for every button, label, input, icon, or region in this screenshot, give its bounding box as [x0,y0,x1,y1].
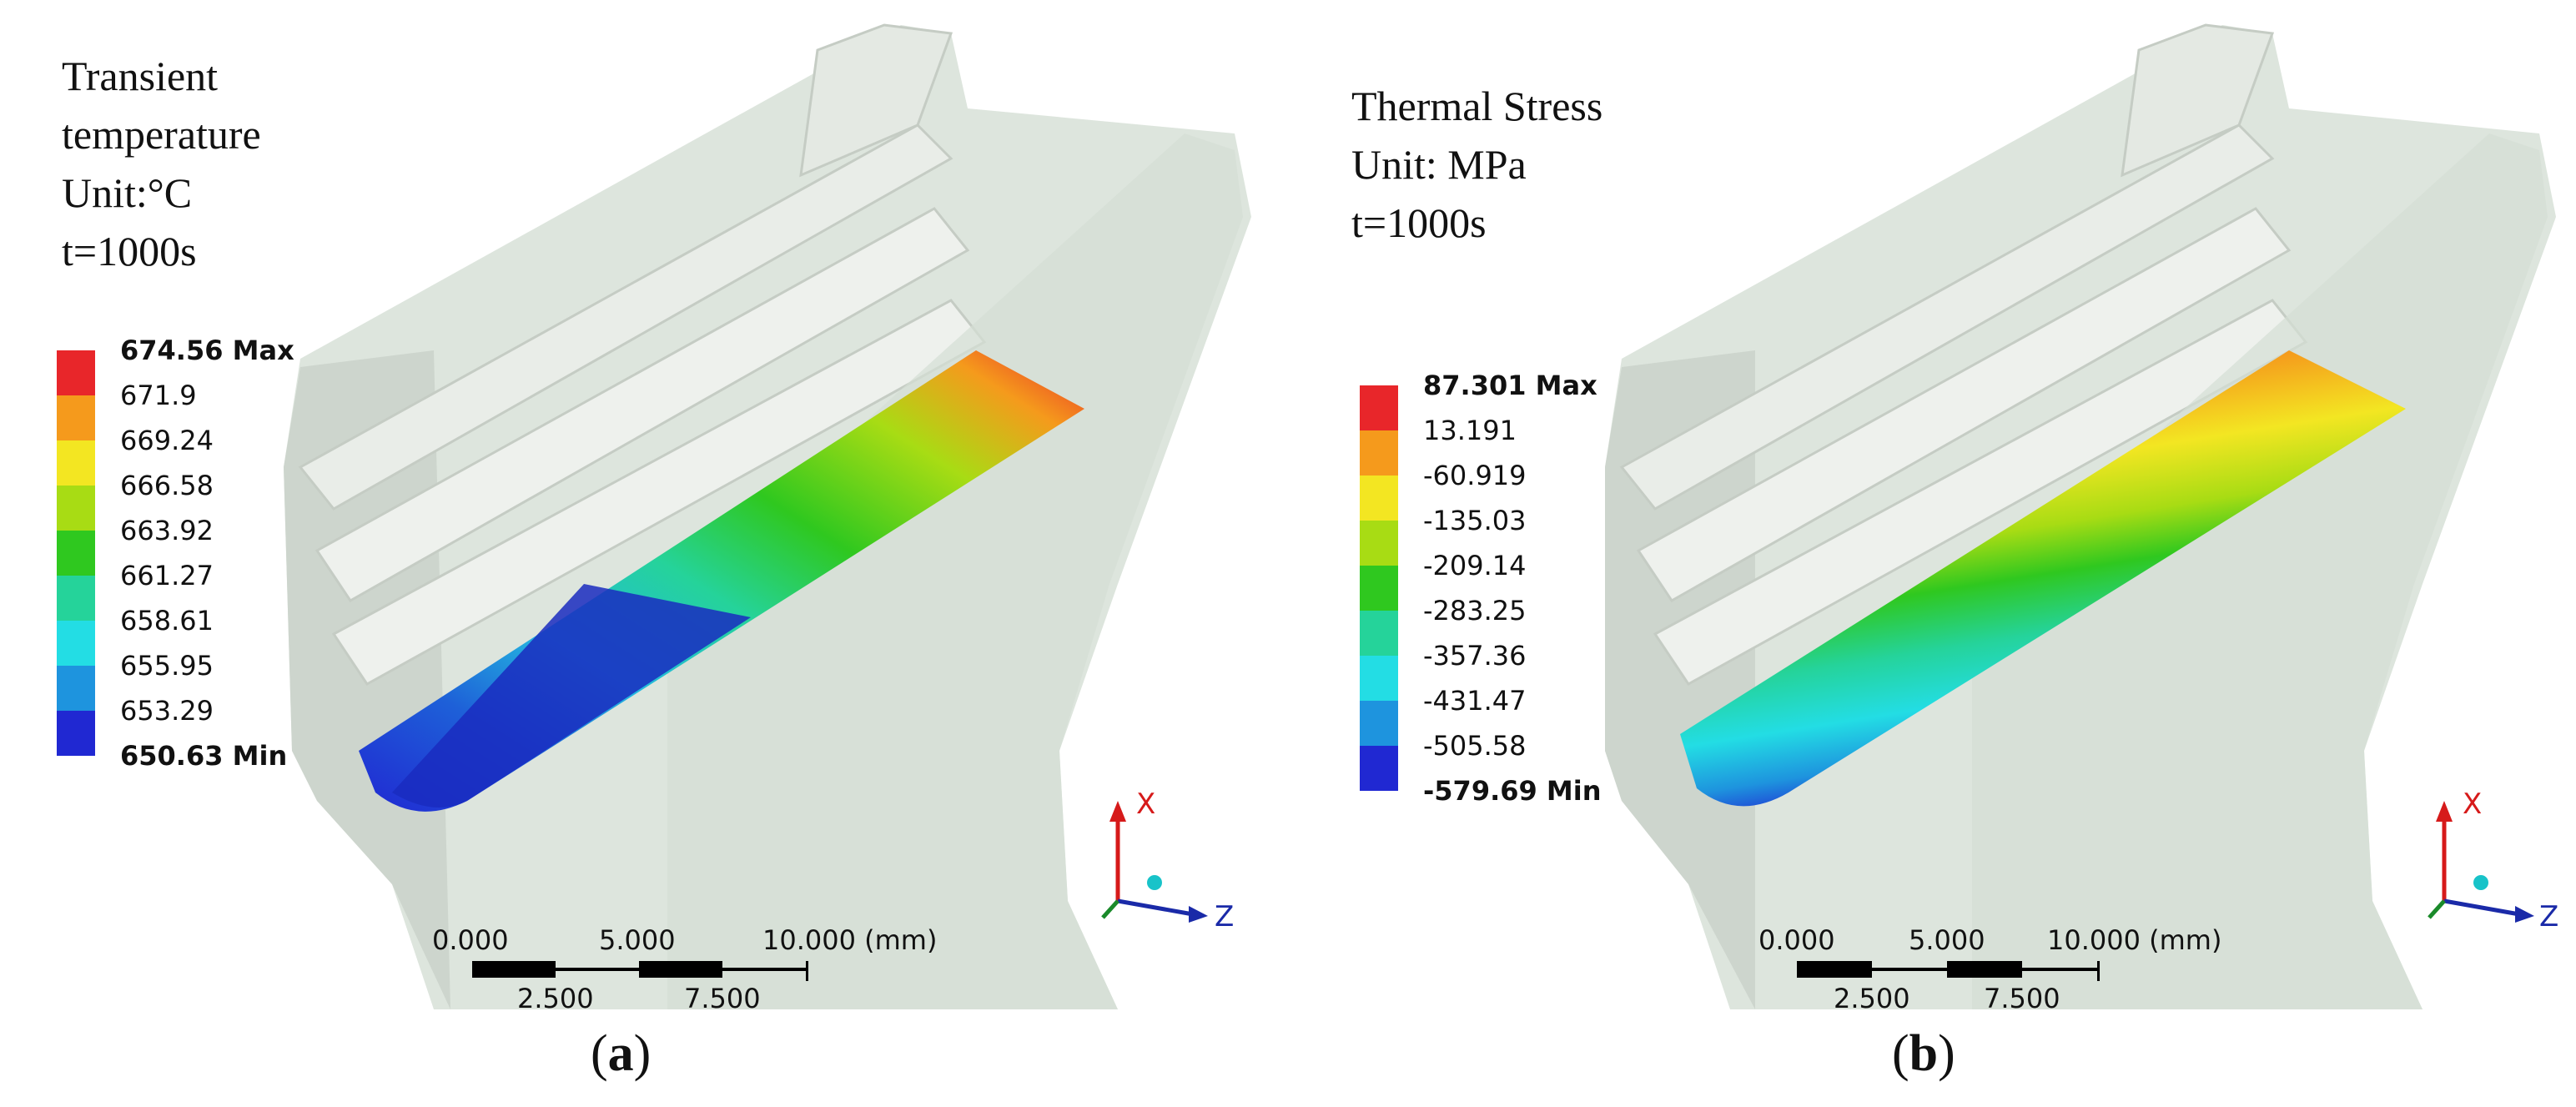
legend-label: 666.58 [120,470,214,501]
legend-label: 669.24 [120,425,214,456]
legend-label: 671.9 [120,380,197,411]
legend-bar [57,350,95,756]
axis-z-label: Z [1215,900,1234,933]
model-render: X Z [1605,23,2558,1009]
caption-paren: ) [633,1025,652,1082]
legend-label: -283.25 [1423,595,1527,626]
legend-swatch [1360,701,1398,746]
legend-labels: 674.56 Max 671.9 669.24 666.58 663.92 66… [120,337,294,787]
legend-bar [1360,385,1398,791]
legend-swatch [1360,430,1398,476]
scale-tick: 5.000 [1909,924,1985,956]
legend-swatch [1360,656,1398,701]
contour-surface [1680,350,2406,807]
legend-swatch [1360,521,1398,566]
caption-letter: a [607,1025,634,1082]
axis-triad: X Z [2428,787,2558,933]
legend-max-label: 87.301 Max [1423,370,1597,401]
legend-label: 661.27 [120,560,214,591]
panel-b: X Z Thermal Stress Unit: MPa t=1000s 87.… [1288,0,2576,1107]
title-line: temperature [62,111,261,158]
legend-swatch [57,440,95,486]
caption-letter: b [1909,1025,1939,1082]
legend-label: -505.58 [1423,730,1527,762]
caption-paren: ( [1892,1025,1909,1082]
legend-swatch [57,531,95,576]
legend-swatch [1360,611,1398,656]
legend-swatch [57,576,95,621]
panel-caption: (b) [1892,1024,1955,1084]
scale-tick: 5.000 [599,924,676,956]
panel-a: X Z Transient temperature Unit:°C t=1000… [57,23,1251,1084]
legend-label: 653.29 [120,695,214,727]
scale-tick: 0.000 [432,924,509,956]
legend-label: -431.47 [1423,685,1527,717]
legend-swatch [57,350,95,395]
legend-label: -357.36 [1423,640,1527,672]
scale-tick: 7.500 [1984,983,2060,1014]
legend-label: 655.95 [120,650,214,682]
legend-swatch [57,711,95,756]
axis-triad: X Z [1101,787,1234,933]
legend-swatch [57,666,95,711]
scale-tick: 2.500 [1834,983,1910,1014]
legend-swatch [57,395,95,440]
legend-label: 13.191 [1423,415,1517,446]
legend-labels: 87.301 Max 13.191 -60.919 -135.03 -209.1… [1423,372,1602,823]
legend-swatch [1360,476,1398,521]
legend-label: 658.61 [120,605,214,637]
legend-swatch [1360,385,1398,430]
legend-label: -60.919 [1423,460,1527,491]
scale-tick: 0.000 [1758,924,1835,956]
model-render: X Z [284,23,1251,1009]
legend-label: 663.92 [120,515,214,546]
scale-tick: 2.500 [517,983,594,1014]
legend-label: -135.03 [1423,505,1527,536]
title-line: Unit: MPa [1351,141,1527,188]
scale-tick: 7.500 [684,983,761,1014]
legend-swatch [1360,566,1398,611]
legend-swatch [57,486,95,531]
legend-swatch [57,621,95,666]
legend-max-label: 674.56 Max [120,335,294,366]
panel-caption: (a) [591,1024,651,1084]
legend-min-label: -579.69 Min [1423,775,1602,807]
caption-paren: ( [591,1025,608,1082]
title-line: Transient [62,53,219,99]
scale-bar-graphic [472,961,808,981]
title-block: Thermal Stress Unit: MPa t=1000s [1351,77,1602,252]
axis-x-label: X [2463,787,2482,821]
title-line: t=1000s [62,228,197,274]
title-line: Unit:°C [62,169,193,216]
legend-label: -209.14 [1423,550,1527,581]
title-line: t=1000s [1351,199,1487,246]
title-line: Thermal Stress [1351,83,1603,129]
axis-z-label: Z [2539,900,2558,933]
scale-tick: 10.000 (mm) [762,924,938,956]
legend-min-label: 650.63 Min [120,740,288,772]
scale-tick: 10.000 (mm) [2047,924,2222,956]
caption-paren: ) [1938,1025,1955,1082]
scale-bar-graphic [1797,961,2100,981]
axis-x-label: X [1136,787,1155,821]
legend-swatch [1360,746,1398,791]
title-block: Transient temperature Unit:°C t=1000s [62,47,261,280]
